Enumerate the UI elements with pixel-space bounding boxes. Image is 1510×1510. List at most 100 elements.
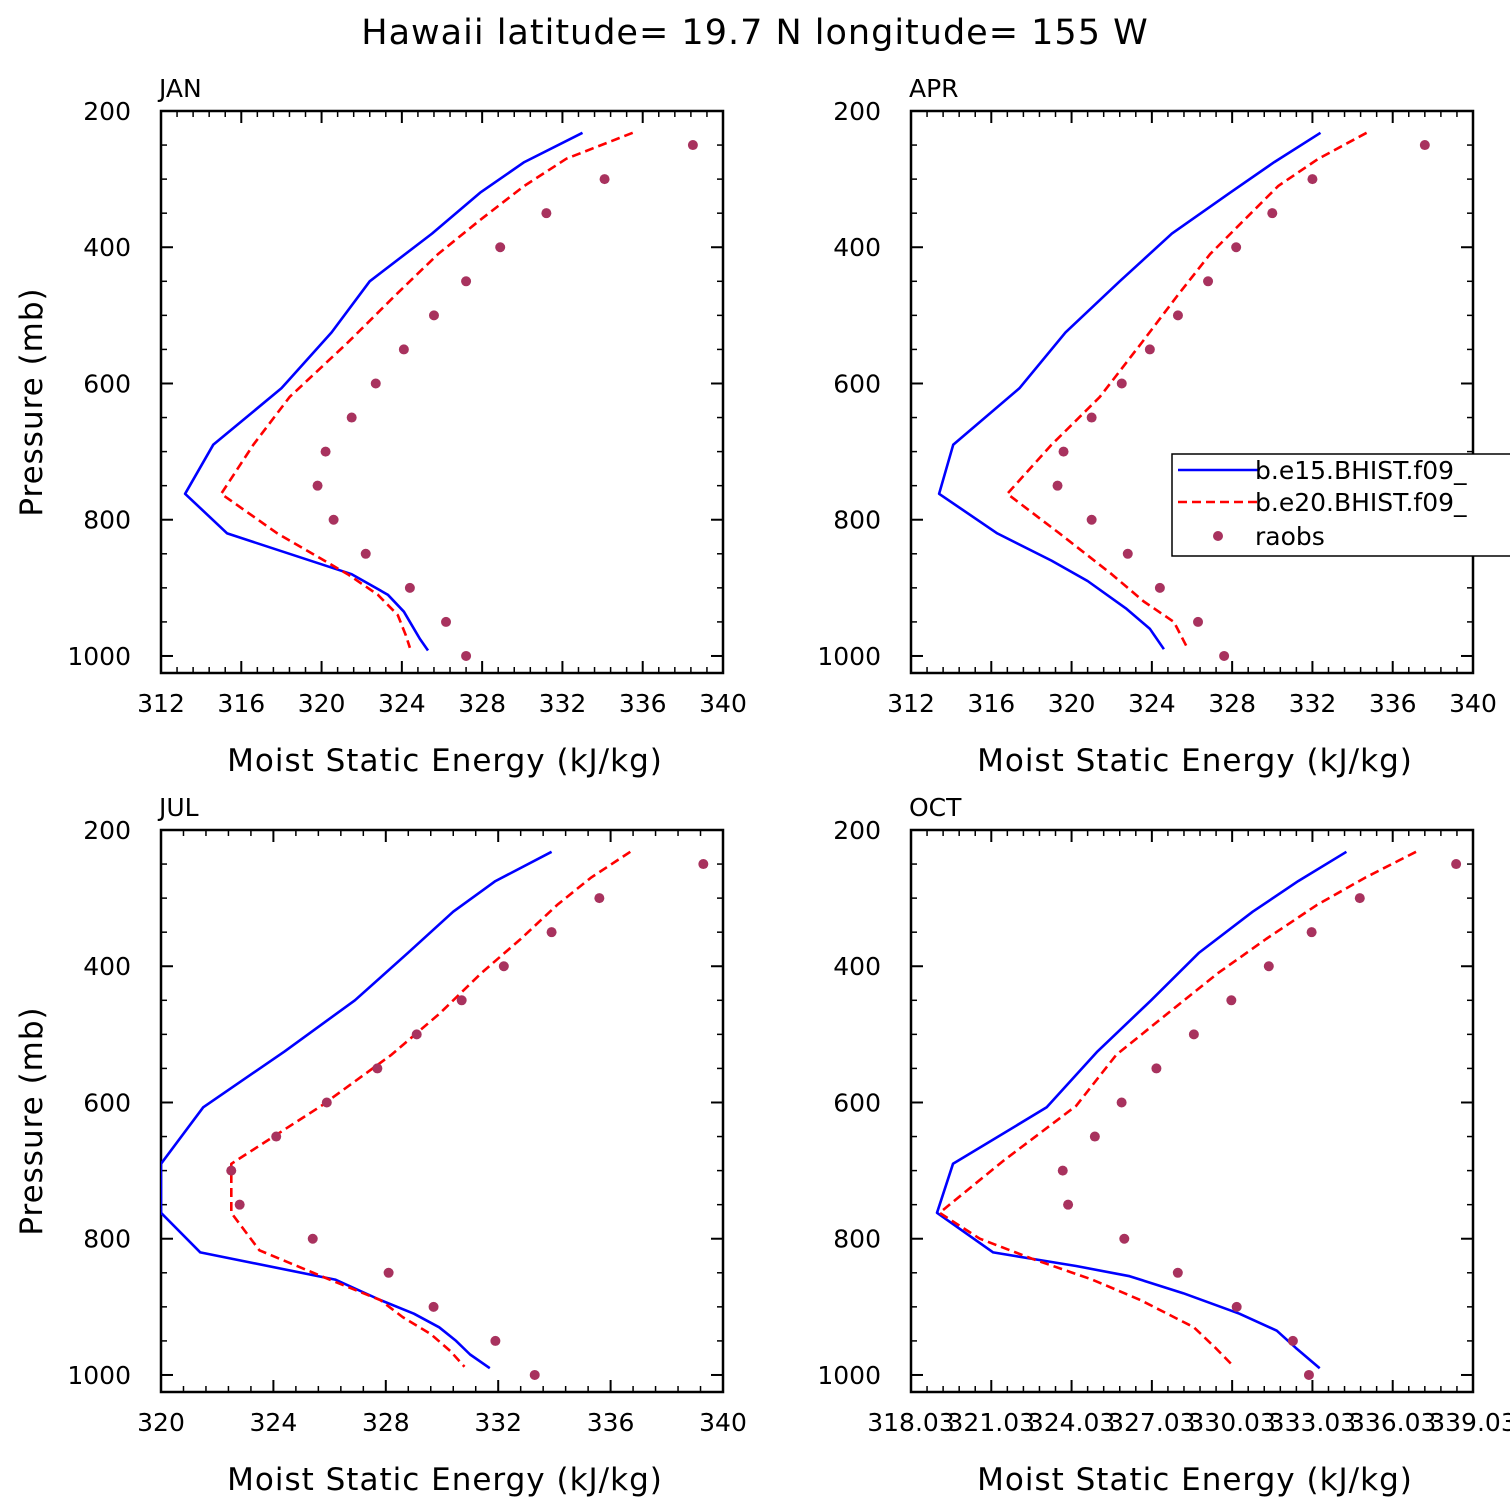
raobs-point (529, 1369, 540, 1380)
raobs-point (1144, 344, 1155, 355)
x-tick-label: 321.03 (948, 1408, 1035, 1437)
y-tick-label: 600 (83, 369, 131, 398)
raobs-point (687, 140, 698, 151)
raobs-point (461, 276, 472, 287)
raobs-point (461, 650, 472, 661)
y-tick-label: 200 (83, 97, 131, 126)
raobs-point (441, 616, 452, 627)
y-axis-label: Pressure (mb) (14, 287, 50, 516)
series-line-1 (935, 850, 1348, 1370)
y-tick-label: 400 (83, 233, 131, 262)
x-tick-label: 340 (1449, 689, 1497, 718)
raobs-point (312, 480, 323, 491)
y-tick-label: 600 (833, 1088, 881, 1117)
raobs-point (594, 893, 605, 904)
y-tick-label: 200 (83, 816, 131, 845)
raobs-point (1193, 616, 1204, 627)
legend-swatch-3 (1213, 531, 1223, 541)
raobs-point (1086, 514, 1097, 525)
panel-title: OCT (909, 793, 962, 822)
y-tick-label: 200 (833, 816, 881, 845)
x-tick-label: 336 (587, 1408, 635, 1437)
raobs-point (1116, 1097, 1127, 1108)
x-tick-label: 328 (1208, 689, 1256, 718)
series-line-2 (938, 850, 1417, 1368)
series-line-2 (230, 850, 632, 1368)
raobs-point (226, 1165, 237, 1176)
raobs-point (383, 1267, 394, 1278)
x-tick-label: 324 (250, 1408, 298, 1437)
x-tick-label: 333.03 (1269, 1408, 1356, 1437)
raobs-point (1306, 927, 1317, 938)
raobs-point (1086, 412, 1097, 423)
y-tick-label: 800 (83, 1225, 131, 1254)
raobs-point (1172, 310, 1183, 321)
raobs-point (1307, 174, 1318, 185)
x-tick-label: 327.03 (1108, 1408, 1195, 1437)
y-tick-label: 200 (833, 97, 881, 126)
raobs-point (498, 961, 509, 972)
x-tick-label: 336 (1369, 689, 1417, 718)
y-tick-label: 1000 (67, 642, 131, 671)
raobs-point (1263, 961, 1274, 972)
y-tick-label: 400 (833, 952, 881, 981)
raobs-point (1419, 140, 1430, 151)
x-axis-label: Moist Static Energy (kJ/kg) (977, 743, 1413, 779)
raobs-point (1119, 1233, 1130, 1244)
x-tick-label: 324.03 (1028, 1408, 1115, 1437)
raobs-point (404, 582, 415, 593)
y-tick-label: 600 (833, 369, 881, 398)
x-tick-label: 340 (699, 1408, 747, 1437)
legend: b.e15.BHIST.f09_ b.e20.BHIST.f09_raobs (1171, 453, 1510, 557)
raobs-point (1154, 582, 1165, 593)
raobs-point (1226, 995, 1237, 1006)
y-tick-label: 1000 (817, 1361, 881, 1390)
panel-apr: APR 312 316 320 324 328 332 336 340 200 400 600 800 1… (817, 74, 1510, 779)
series-line-2 (1005, 131, 1368, 650)
series-line-1 (937, 131, 1322, 650)
y-tick-label: 400 (833, 233, 881, 262)
x-tick-label: 320 (1048, 689, 1096, 718)
raobs-point (1057, 1165, 1068, 1176)
raobs-point (1122, 548, 1133, 559)
raobs-point (1052, 480, 1063, 491)
raobs-point (320, 446, 331, 457)
y-tick-label: 1000 (817, 642, 881, 671)
x-tick-label: 330.03 (1188, 1408, 1275, 1437)
panel-title: JUL (157, 793, 199, 822)
raobs-point (1219, 650, 1230, 661)
raobs-point (271, 1131, 282, 1142)
x-tick-label: 312 (887, 689, 935, 718)
axes-frame (159, 828, 725, 1394)
raobs-point (1354, 893, 1365, 904)
raobs-point (360, 548, 371, 559)
x-tick-label: 328 (458, 689, 506, 718)
x-tick-label: 324 (1128, 689, 1176, 718)
raobs-point (599, 174, 610, 185)
y-tick-label: 800 (83, 506, 131, 535)
raobs-point (495, 242, 506, 253)
raobs-point (490, 1335, 501, 1346)
raobs-point (328, 514, 339, 525)
raobs-point (428, 310, 439, 321)
x-tick-label: 332 (539, 689, 587, 718)
x-tick-label: 336.03 (1349, 1408, 1436, 1437)
x-axis-label: Moist Static Energy (kJ/kg) (227, 1462, 663, 1498)
raobs-point (321, 1097, 332, 1108)
raobs-point (1058, 446, 1069, 457)
legend-label-2: b.e20.BHIST.f09_ (1255, 488, 1467, 517)
panel-oct: OCT318.03321.03324.03327.03330.03333.033… (817, 793, 1510, 1498)
x-tick-label: 328 (362, 1408, 410, 1437)
raobs-point (1172, 1267, 1183, 1278)
series-line-1 (183, 131, 584, 652)
raobs-point (307, 1233, 318, 1244)
raobs-point (234, 1199, 245, 1210)
raobs-point (346, 412, 357, 423)
panel-title: JAN (157, 74, 202, 103)
x-tick-label: 320 (137, 1408, 185, 1437)
raobs-point (1203, 276, 1214, 287)
legend-label-3: raobs (1255, 522, 1325, 551)
raobs-point (541, 208, 552, 219)
raobs-point (398, 344, 409, 355)
y-tick-label: 800 (833, 506, 881, 535)
